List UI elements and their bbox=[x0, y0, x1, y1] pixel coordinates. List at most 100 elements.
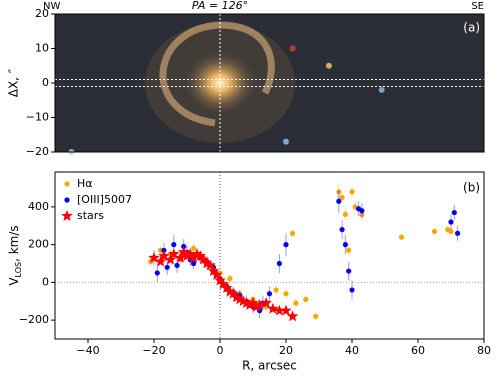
point bbox=[187, 251, 200, 263]
point bbox=[451, 209, 457, 216]
corner-label: SE bbox=[471, 1, 484, 12]
point bbox=[313, 313, 319, 319]
x-tick-label: 20 bbox=[279, 344, 293, 357]
point bbox=[286, 310, 299, 322]
plot-frame bbox=[54, 171, 485, 340]
point bbox=[448, 219, 454, 225]
y-tick-label: 200 bbox=[28, 238, 49, 251]
point bbox=[237, 295, 249, 307]
point bbox=[174, 251, 187, 263]
point bbox=[431, 228, 438, 235]
y-tick-label: −200 bbox=[19, 313, 49, 326]
point bbox=[240, 297, 253, 308]
point bbox=[220, 282, 233, 293]
star-spot bbox=[325, 62, 332, 69]
point bbox=[339, 226, 345, 233]
galaxy-arm bbox=[159, 21, 275, 127]
y-tick-label: 400 bbox=[28, 200, 49, 213]
legend-label: stars bbox=[77, 209, 104, 222]
point bbox=[303, 296, 309, 302]
point bbox=[283, 242, 289, 248]
y-axis-label: ΔX, ″ bbox=[7, 68, 21, 97]
point bbox=[359, 208, 365, 214]
point bbox=[342, 242, 348, 248]
point bbox=[276, 260, 282, 267]
legend-marker bbox=[64, 197, 70, 203]
point bbox=[181, 250, 193, 261]
y-axis-label: VLOS, km/s bbox=[7, 225, 24, 285]
point bbox=[171, 242, 177, 248]
point bbox=[253, 299, 266, 310]
x-tick-label: 60 bbox=[411, 344, 425, 357]
point bbox=[154, 255, 167, 267]
point bbox=[227, 276, 233, 282]
star-spot bbox=[289, 45, 296, 52]
y-tick-label: 0 bbox=[42, 275, 49, 288]
y-tick-label: 10 bbox=[35, 42, 49, 55]
point bbox=[211, 268, 223, 280]
point bbox=[154, 270, 160, 276]
point bbox=[224, 285, 236, 297]
y-tick-label: −20 bbox=[26, 145, 49, 158]
legend-label: Hα bbox=[77, 177, 93, 190]
point bbox=[339, 194, 345, 201]
plot-area bbox=[55, 172, 484, 339]
point bbox=[201, 257, 213, 269]
point bbox=[346, 268, 352, 274]
y-axis-label-part: LOS bbox=[14, 262, 23, 278]
point bbox=[349, 287, 355, 293]
point bbox=[250, 300, 262, 312]
point bbox=[290, 230, 296, 236]
x-tick-label: −20 bbox=[142, 344, 165, 357]
point bbox=[191, 248, 203, 259]
point bbox=[247, 297, 259, 308]
star-spot bbox=[378, 86, 385, 93]
x-tick-label: 0 bbox=[217, 344, 224, 357]
corner-label: NW bbox=[43, 1, 60, 12]
point bbox=[191, 260, 197, 267]
point bbox=[336, 198, 342, 204]
point bbox=[283, 291, 289, 297]
point bbox=[207, 265, 220, 276]
point bbox=[280, 304, 292, 316]
point bbox=[184, 248, 196, 259]
point bbox=[164, 264, 170, 270]
legend-marker bbox=[64, 181, 70, 187]
point bbox=[349, 189, 355, 195]
point bbox=[273, 304, 286, 316]
y-axis-label-part: V bbox=[7, 277, 21, 286]
y-axis-label-part: , km/s bbox=[7, 225, 21, 262]
legend-label: [OIII]5007 bbox=[77, 193, 132, 206]
point bbox=[217, 278, 229, 290]
point bbox=[197, 253, 210, 265]
point bbox=[342, 211, 348, 218]
star-spot bbox=[283, 138, 289, 145]
point bbox=[158, 250, 170, 261]
point bbox=[398, 234, 405, 240]
point bbox=[194, 250, 206, 261]
point bbox=[164, 253, 177, 265]
panel-label: (b) bbox=[463, 181, 480, 195]
pa-label: PA = 126° bbox=[192, 0, 248, 12]
panel-label: (a) bbox=[463, 21, 480, 35]
point bbox=[244, 299, 256, 310]
point bbox=[293, 300, 299, 306]
point bbox=[359, 211, 365, 218]
x-tick-label: −40 bbox=[76, 344, 99, 357]
point bbox=[227, 287, 239, 299]
point bbox=[174, 262, 180, 269]
point bbox=[266, 291, 273, 297]
point bbox=[178, 246, 190, 258]
point bbox=[448, 228, 454, 235]
point bbox=[191, 245, 197, 252]
point bbox=[168, 248, 180, 259]
point bbox=[346, 247, 352, 253]
point bbox=[204, 259, 216, 271]
x-tick-label: 80 bbox=[477, 344, 491, 357]
point bbox=[455, 230, 461, 236]
x-tick-label: 40 bbox=[345, 344, 359, 357]
point bbox=[230, 291, 243, 303]
point bbox=[214, 274, 226, 286]
point bbox=[234, 293, 246, 305]
